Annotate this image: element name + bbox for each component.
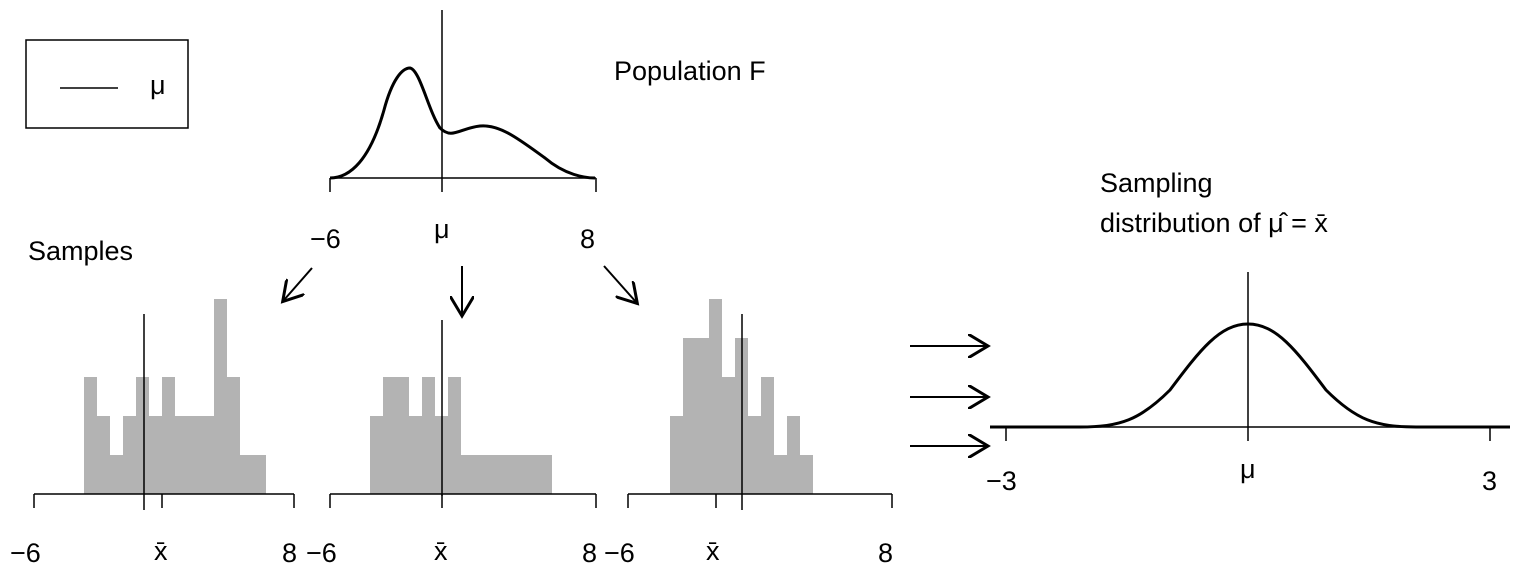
population-tick-label-right: 8 [580, 224, 595, 254]
sample-1-bars [84, 299, 266, 494]
sample-2-bar [409, 416, 422, 494]
sample-3-tick-label-left: −6 [604, 538, 635, 568]
sample-1-bar [136, 377, 149, 494]
sampling-tick-label-center: μ [1240, 454, 1256, 484]
sample-1-tick-label-center: x̄ [154, 536, 168, 566]
sampling-title-line2: distribution of μ̂ = x̄ [1100, 208, 1328, 238]
sample-3-bar [722, 377, 735, 494]
sample-3-tick-label-center: x̄ [706, 536, 720, 566]
sample-2-bar [422, 377, 435, 494]
population-title: Population F [614, 56, 766, 86]
sample-2-bars [370, 377, 552, 494]
sample-2-tick-label-center: x̄ [434, 536, 448, 566]
sampling-distribution-panel: Sampling distribution of μ̂ = x̄ −3 μ 3 [986, 168, 1510, 496]
sample-2-tick-label-right: 8 [582, 538, 597, 568]
sample-2-tick-label-left: −6 [306, 538, 337, 568]
legend-symbol: μ [150, 70, 166, 100]
sample-1-bar [110, 455, 123, 494]
sample-2-bar [396, 377, 409, 494]
sample-3-bar [774, 455, 787, 494]
sample-1-bar [227, 377, 240, 494]
samples-label: Samples [28, 236, 133, 266]
population-density-curve [329, 66, 596, 180]
sample-2-bar [370, 416, 383, 494]
sample-3-bar [787, 416, 800, 494]
sample-panel-1: −6 x̄ 8 [10, 299, 297, 568]
sample-2-bar [383, 377, 396, 494]
sample-3-bar [683, 338, 696, 494]
sample-1-bar [84, 377, 97, 494]
sample-2-bar [474, 455, 487, 494]
legend: μ [25, 39, 189, 129]
arrow-to-sample-3 [603, 265, 636, 302]
sample-1-bar [162, 377, 175, 494]
sample-1-bar [175, 416, 188, 494]
sample-3-bar [709, 299, 722, 494]
sampling-density-curve [990, 322, 1510, 429]
sample-2-bar [500, 455, 513, 494]
sample-2-bar [526, 455, 539, 494]
sampling-tick-label-left: −3 [986, 466, 1017, 496]
sample-1-tick-label-right: 8 [282, 538, 297, 568]
sample-2-bar [513, 455, 526, 494]
population-panel: Population F −6 μ 8 [310, 10, 766, 254]
sample-3-bar [800, 455, 813, 494]
sample-1-bar [253, 455, 266, 494]
sample-1-bar [201, 416, 214, 494]
sample-2-bar [448, 377, 461, 494]
sample-3-bars [670, 299, 813, 494]
sample-3-bar [670, 416, 683, 494]
sample-1-bar [214, 299, 227, 494]
population-tick-label-left: −6 [310, 224, 341, 254]
sample-panel-3: −6 x̄ 8 [604, 299, 893, 568]
sample-1-bar [97, 416, 110, 494]
sample-3-bar [696, 338, 709, 494]
sample-1-bar [149, 416, 162, 494]
sample-panel-2: −6 x̄ 8 [306, 320, 597, 568]
sample-3-bar [761, 377, 774, 494]
sample-3-tick-label-right: 8 [878, 538, 893, 568]
sampling-title-line1: Sampling [1100, 168, 1213, 198]
sample-1-tick-label-left: −6 [10, 538, 41, 568]
sample-2-bar [461, 455, 474, 494]
sampling-tick-label-right: 3 [1482, 466, 1497, 496]
sample-1-bar [123, 416, 136, 494]
legend-box [25, 39, 189, 129]
sample-3-bar [748, 416, 761, 494]
sample-2-bar [487, 455, 500, 494]
arrow-to-sample-1 [284, 267, 313, 300]
sample-1-bar [188, 416, 201, 494]
sample-2-bar [539, 455, 552, 494]
population-tick-label-center: μ [434, 214, 450, 244]
sample-1-bar [240, 455, 253, 494]
